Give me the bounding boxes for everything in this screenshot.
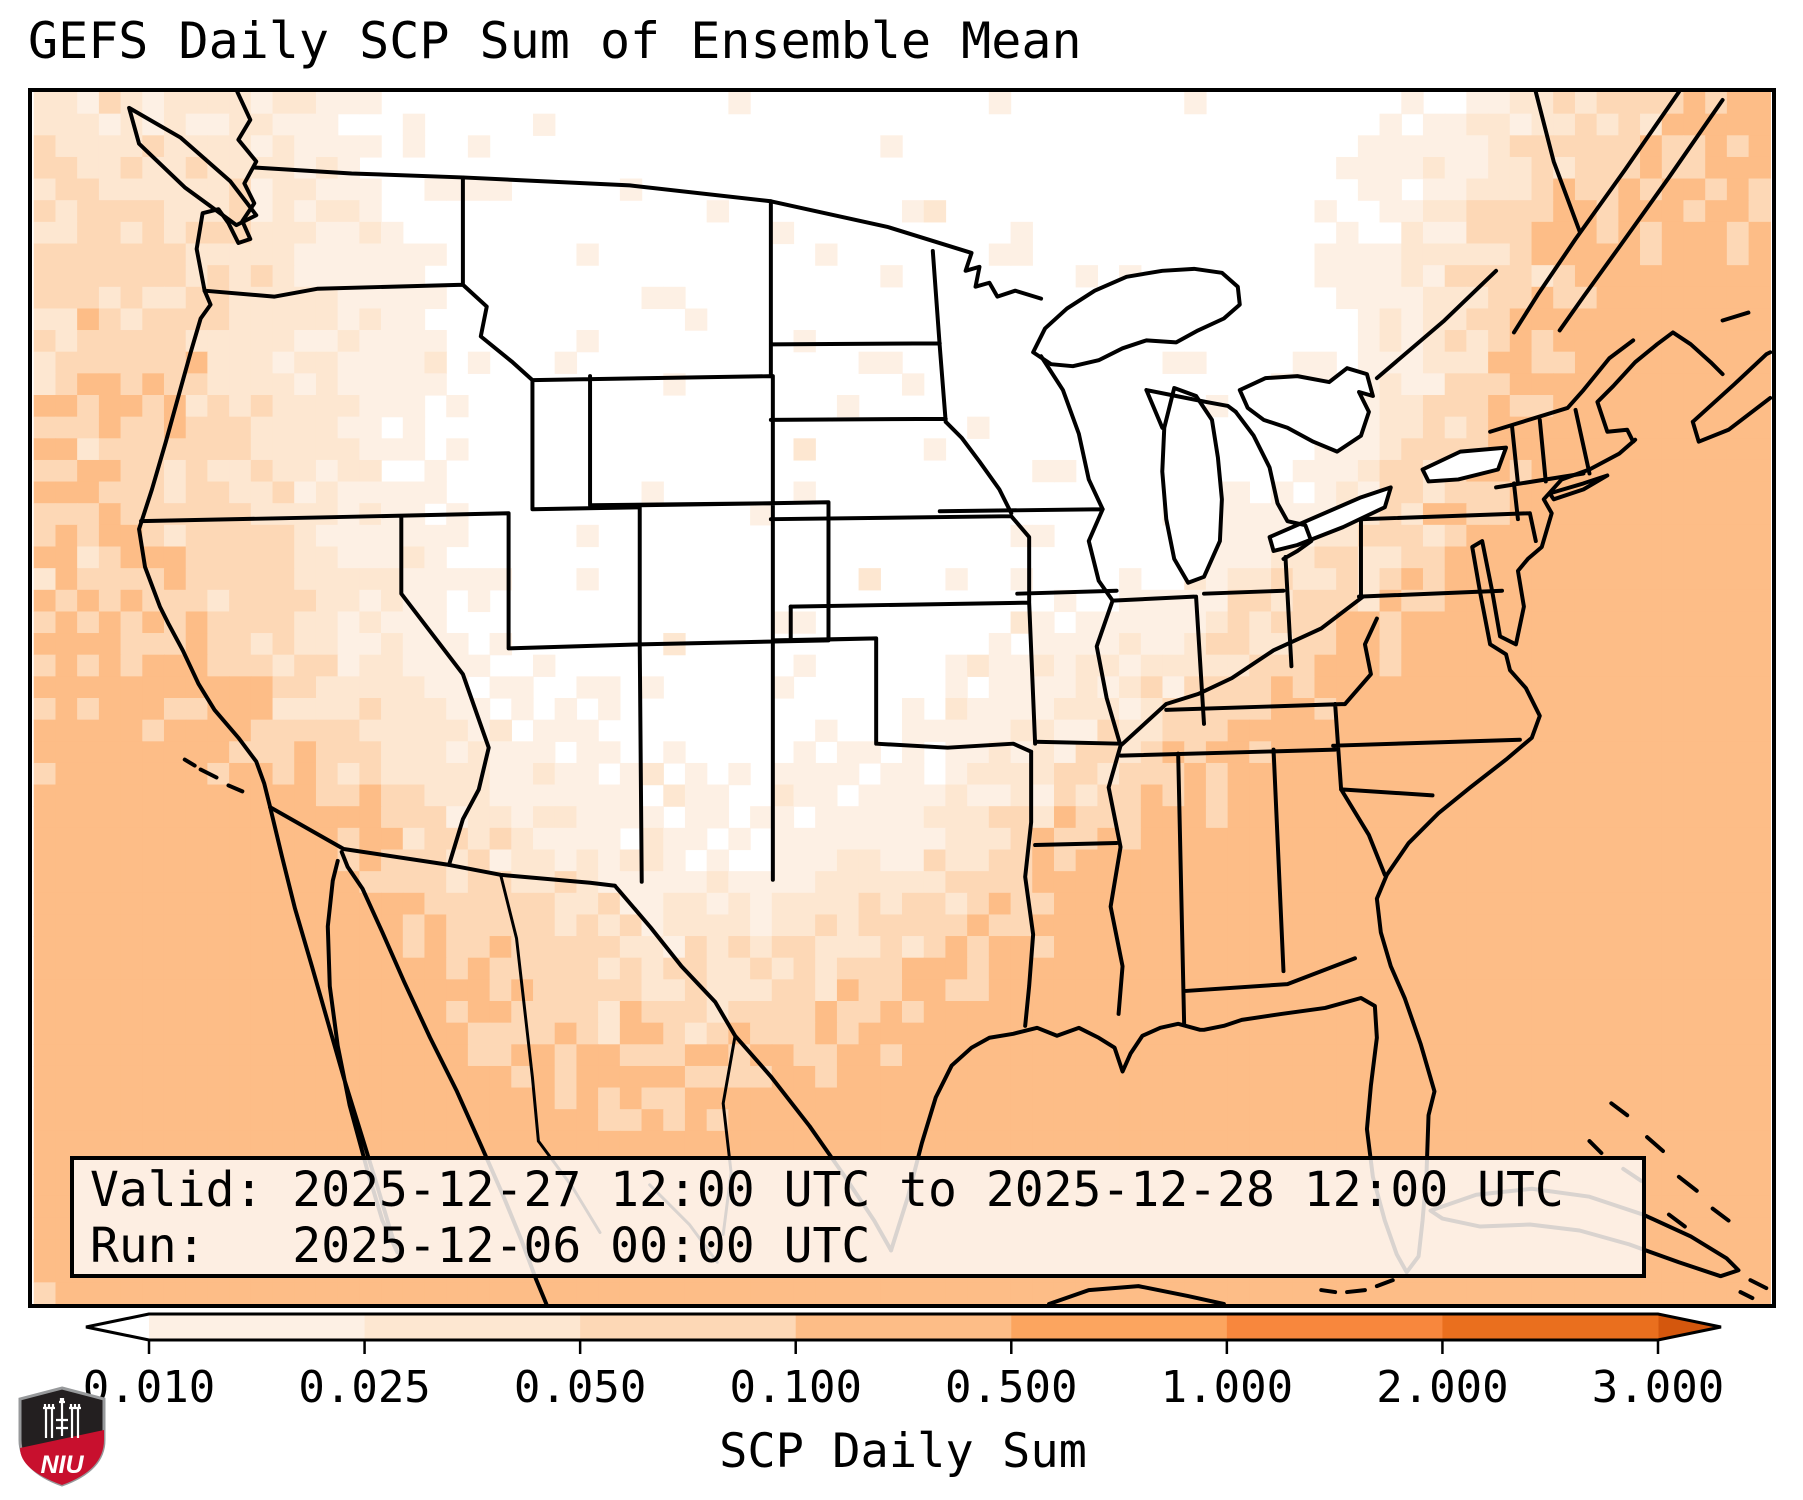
valid-time-text: Valid: 2025-12-27 12:00 UTC to 2025-12-2… [90,1162,1564,1218]
pacific-coast [137,92,273,810]
niu-castle-icon [43,1398,81,1438]
gulf-and-atlantic-coast [889,330,1725,1275]
lake-erie [1267,485,1393,553]
map-canvas [33,92,1772,1304]
canadian-shield-line [1374,268,1499,381]
west-state-lines [139,175,831,884]
colorbar-tick-labels: 0.010 0.025 0.050 0.100 0.500 1.000 2.000 3.000 [83,1362,1724,1413]
vancouver-island [127,105,259,228]
hispaniola-dashes [1738,1278,1769,1301]
map-plot: Valid: 2025-12-27 12:00 UTC to 2025-12-2… [28,88,1776,1308]
great-lakes [1031,266,1508,585]
colorbar-tick-label: 1.000 [1161,1362,1293,1413]
prince-edward-island [1720,310,1751,323]
scp-heatmap-layer [33,92,1771,1304]
colorbar: 0.010 0.025 0.050 0.100 0.500 1.000 2.000 3.000 [83,1312,1724,1413]
northeast-state-lines [1356,338,1636,599]
colorbar-tick-label: 0.500 [945,1362,1077,1413]
florida-keys-dashes [1319,1278,1395,1295]
colorbar-tick-label: 0.025 [298,1362,430,1413]
ontario-quebec-line [1533,92,1582,234]
colorbar-tick-label: 0.050 [514,1362,646,1413]
lake-ontario [1420,445,1508,484]
lake-michigan [1160,386,1224,585]
page-title: GEFS Daily SCP Sum of Ensemble Mean [28,12,1082,70]
colorbar-ticks [147,1340,1660,1354]
plains-state-lines [768,199,1038,746]
midwest-state-lines [937,354,1365,1016]
niu-logo: NIU [18,1386,106,1487]
lake-huron [1237,366,1375,454]
colorbar-tick-label: 2.000 [1376,1362,1508,1413]
michigan-mitten [1233,409,1314,561]
colorbar-tick-label: 3.000 [1592,1362,1724,1413]
colorbar-tick-label: 0.100 [729,1362,861,1413]
run-time-text: Run: 2025-12-06 00:00 UTC [90,1218,871,1274]
niu-logo-text: NIU [40,1451,84,1479]
valid-run-info-box: Valid: 2025-12-27 12:00 UTC to 2025-12-2… [70,1156,1646,1278]
lake-superior [1031,266,1242,369]
south-state-lines [1118,616,1522,1026]
nova-scotia [1690,350,1772,444]
colorbar-axis-label: SCP Daily Sum [719,1424,1087,1479]
us-canada-border [252,165,1044,301]
st-lawrence-river [1511,92,1725,335]
colorbar-segments [85,1312,1722,1342]
niu-red-band [20,1430,104,1485]
channel-islands-dashes [182,757,245,794]
long-island [1547,473,1610,502]
yucatan-coast [1047,1284,1226,1304]
us-state-borders [139,175,1636,1028]
texas-oklahoma-lines [770,604,1036,1028]
